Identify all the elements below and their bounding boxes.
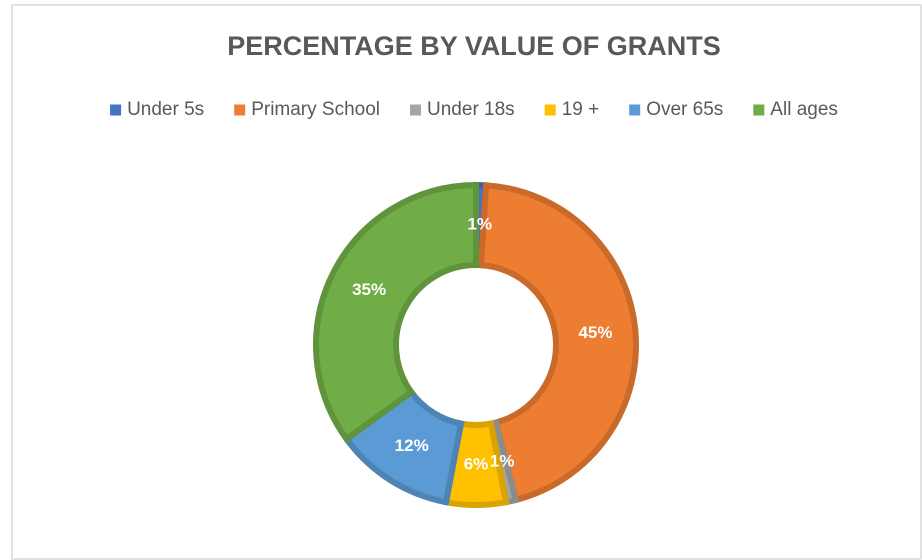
legend-marker [753, 104, 765, 116]
legend-label: Under 5s [127, 99, 204, 120]
legend-label: Primary School [251, 99, 380, 120]
data-label: 6% [464, 454, 489, 473]
legend-marker [544, 104, 556, 116]
legend-label: All ages [770, 99, 838, 120]
donut-segment [477, 182, 639, 504]
legend-marker [110, 104, 122, 116]
legend-label: 19 + [562, 99, 600, 120]
data-label: 1% [490, 452, 515, 471]
chart-title: PERCENTAGE BY VALUE OF GRANTS [227, 31, 721, 61]
data-label: 45% [578, 323, 612, 342]
legend-label: Over 65s [646, 99, 723, 120]
legend-marker [410, 104, 422, 116]
legend-marker [234, 104, 246, 116]
data-label: 12% [395, 436, 429, 455]
legend-label: Under 18s [427, 99, 515, 120]
legend-marker [629, 104, 641, 116]
donut-segment [313, 181, 479, 444]
data-label: 35% [352, 280, 386, 299]
data-label: 1% [467, 215, 492, 234]
